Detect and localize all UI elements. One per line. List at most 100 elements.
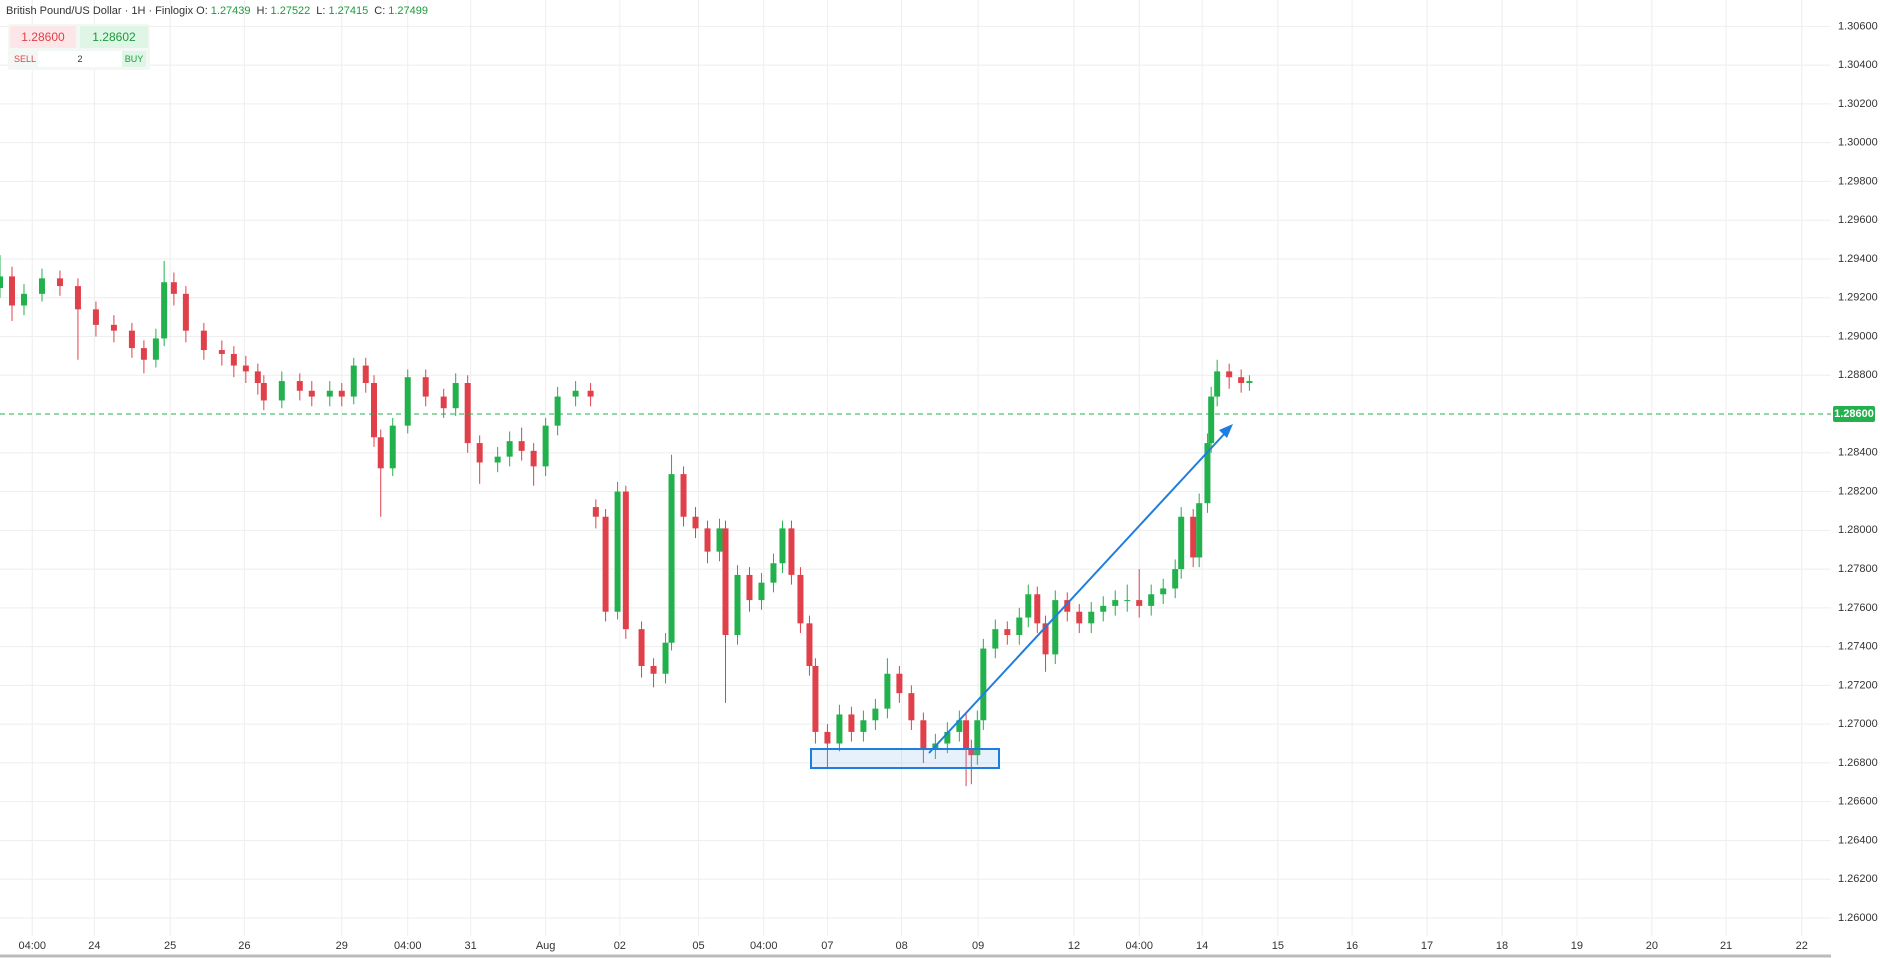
candle-body <box>200 330 207 351</box>
annotations <box>810 424 1233 769</box>
candle-body <box>1052 600 1059 655</box>
candle-body <box>908 693 915 721</box>
candle-body <box>788 528 795 575</box>
candle-body <box>338 390 345 397</box>
candle-body <box>622 491 629 630</box>
x-tick-label: 31 <box>465 940 477 952</box>
ohlc-value: 1.27415 <box>328 5 369 17</box>
quantity-input[interactable]: 2 <box>38 51 122 67</box>
candle-body <box>74 286 81 310</box>
x-tick-label: 04:00 <box>394 940 422 952</box>
candle-body <box>218 350 225 354</box>
candle-body <box>38 278 45 294</box>
candle-body <box>278 381 285 401</box>
candle-body <box>836 714 843 744</box>
candle-body <box>779 528 786 564</box>
candle-body <box>848 714 855 732</box>
x-tick-label: 04:00 <box>750 940 778 952</box>
candle-body <box>110 324 117 331</box>
candle-body <box>956 720 963 732</box>
x-tick-label: 15 <box>1272 940 1284 952</box>
last-price-label: 1.28600 <box>1834 408 1874 420</box>
x-tick-label: 08 <box>896 940 908 952</box>
x-tick-label: 20 <box>1646 940 1658 952</box>
x-tick-label: 26 <box>238 940 250 952</box>
candle-body <box>974 720 981 756</box>
candle-body <box>1025 594 1032 618</box>
candle-body <box>692 516 699 529</box>
ohlc-key: O: <box>196 5 208 17</box>
candle-body <box>494 456 501 463</box>
x-tick-label: 12 <box>1068 940 1080 952</box>
y-tick-label: 1.27600 <box>1838 602 1878 614</box>
candle-body <box>770 563 777 583</box>
y-tick-label: 1.30200 <box>1838 98 1878 110</box>
y-tick-label: 1.28000 <box>1838 524 1878 536</box>
candles <box>0 255 1253 787</box>
candle-body <box>404 377 411 426</box>
candle-body <box>92 309 99 325</box>
ohlc-value: 1.27499 <box>388 5 429 17</box>
candle-body <box>1204 443 1211 504</box>
candle-body <box>638 629 645 666</box>
candle-body <box>1214 371 1221 397</box>
candle-body <box>389 425 396 469</box>
candle-body <box>704 528 711 552</box>
candle-body <box>518 441 525 451</box>
candle-body <box>722 528 729 635</box>
buy-button[interactable]: BUY <box>122 51 146 67</box>
y-tick-label: 1.26200 <box>1838 873 1878 885</box>
sell-price[interactable]: 1.28600 <box>10 26 76 48</box>
y-tick-label: 1.28800 <box>1838 369 1878 381</box>
trend-arrow <box>928 430 1228 754</box>
candle-body <box>56 278 63 287</box>
candle-body <box>1208 396 1215 444</box>
candle-body <box>362 365 369 384</box>
candle-body <box>1190 516 1197 558</box>
x-tick-label: 21 <box>1720 940 1732 952</box>
ohlc-value: 1.27522 <box>270 5 311 17</box>
candle-body <box>464 383 471 444</box>
grid <box>0 0 1831 936</box>
candle-body <box>716 528 723 552</box>
candle-body <box>530 450 537 467</box>
candle-body <box>1226 371 1233 378</box>
candle-body <box>476 443 483 463</box>
y-tick-label: 1.28200 <box>1838 485 1878 497</box>
symbol: British Pound/US Dollar · 1H · Finlogix <box>6 5 194 17</box>
y-tick-label: 1.26600 <box>1838 796 1878 808</box>
y-tick-label: 1.29600 <box>1838 214 1878 226</box>
x-tick-label: 09 <box>972 940 984 952</box>
candle-body <box>1136 600 1143 606</box>
candle-body <box>452 383 459 409</box>
candle-body <box>1064 600 1071 612</box>
x-tick-label: 24 <box>88 940 100 952</box>
ohlc-value: 1.27439 <box>210 5 251 17</box>
candle-body <box>1124 600 1131 602</box>
candle-body <box>824 731 831 744</box>
x-tick-label: 29 <box>336 940 348 952</box>
candle-body <box>128 330 135 349</box>
header: British Pound/US Dollar · 1H · Finlogix … <box>6 5 434 17</box>
x-tick-label: 07 <box>821 940 833 952</box>
candle-body <box>254 371 261 384</box>
candle-body <box>1042 623 1049 655</box>
buy-price[interactable]: 1.28602 <box>80 26 148 48</box>
candle-body <box>746 574 753 601</box>
candle-body <box>1088 611 1095 624</box>
sell-button[interactable]: SELL <box>14 54 37 64</box>
candle-body <box>806 623 813 666</box>
y-tick-label: 1.30000 <box>1838 137 1878 149</box>
y-tick-label: 1.30400 <box>1838 59 1878 71</box>
candle-body <box>554 396 561 426</box>
candle-body <box>350 365 357 397</box>
candle-body <box>182 293 189 331</box>
candle-body <box>587 390 594 397</box>
candle-body <box>1246 381 1253 384</box>
x-tick-label: 22 <box>1796 940 1808 952</box>
y-tick-label: 1.27200 <box>1838 679 1878 691</box>
candle-body <box>422 377 429 397</box>
x-tick-label: 04:00 <box>18 940 46 952</box>
candle-body <box>602 516 609 612</box>
